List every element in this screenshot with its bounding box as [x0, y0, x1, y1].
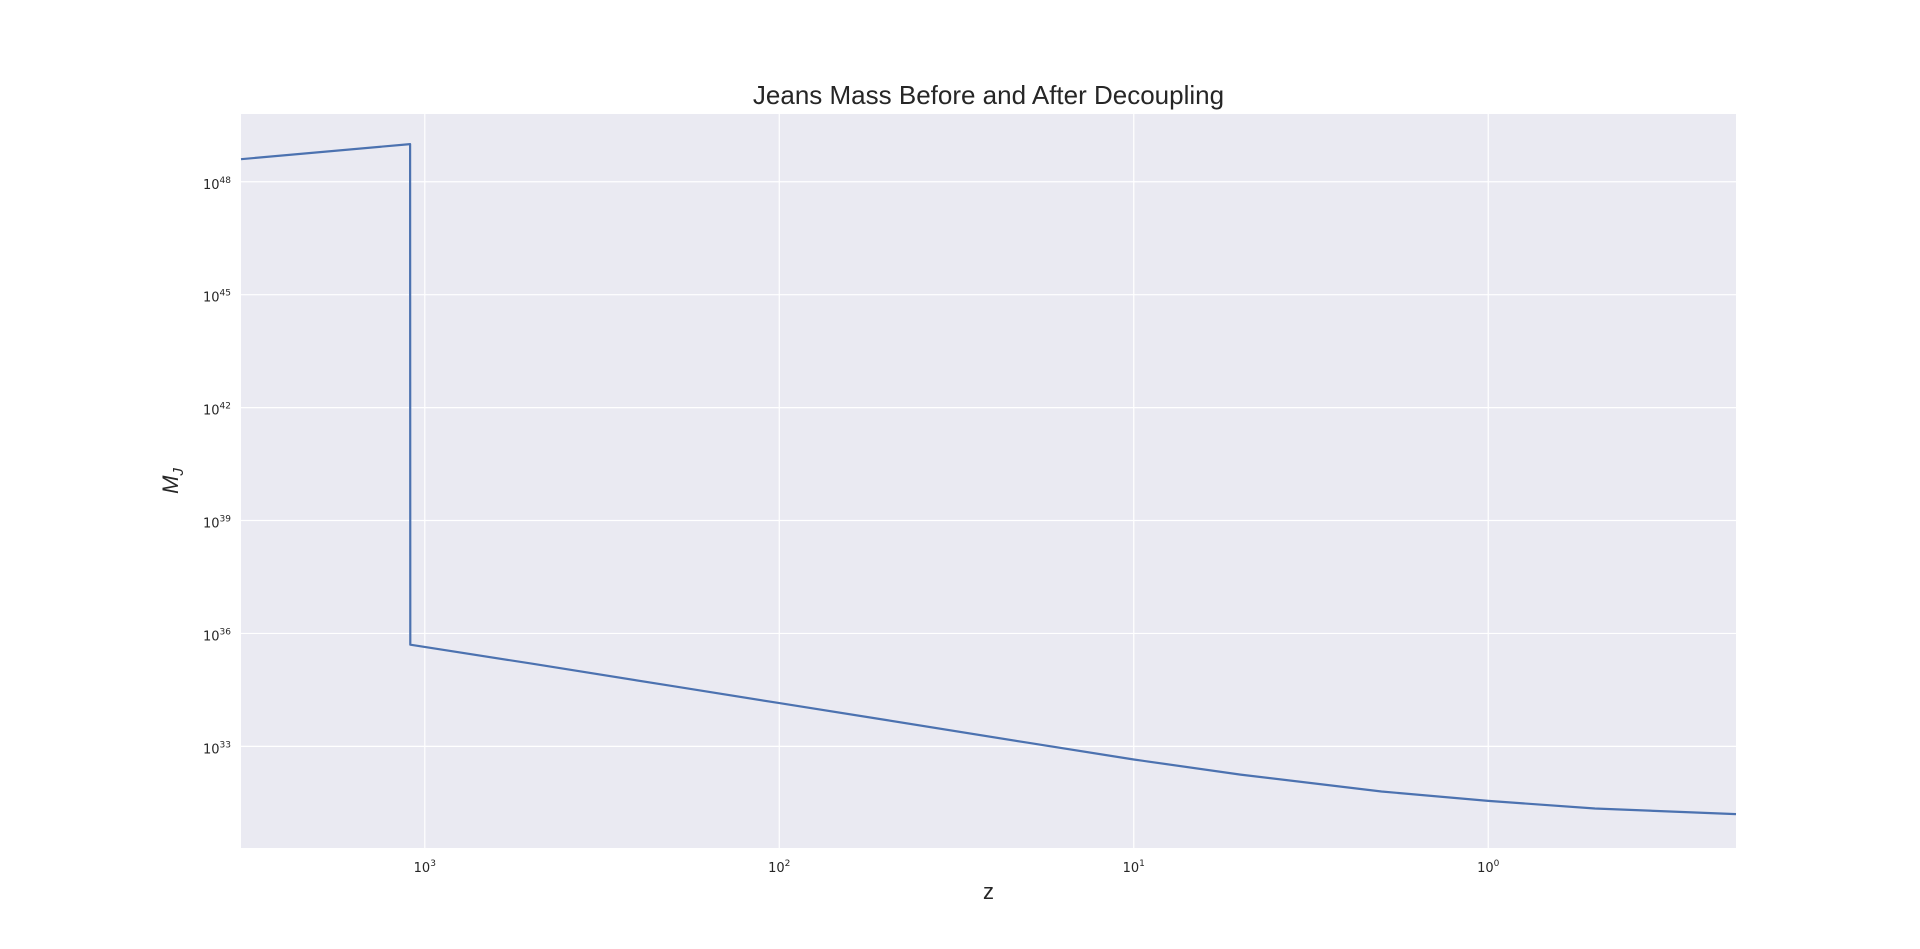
y-tick-label: 1042: [203, 402, 231, 419]
x-tick-exponent: 0: [1494, 859, 1500, 869]
x-tick-label: 103: [414, 859, 436, 876]
x-tick-label: 101: [1123, 859, 1145, 876]
y-tick-exponent: 36: [220, 627, 232, 637]
y-tick-label: 1036: [203, 627, 231, 644]
y-tick-base: 10: [203, 178, 220, 193]
x-tick-base: 10: [768, 861, 785, 876]
x-tick-label: 102: [768, 859, 790, 876]
grid: [241, 114, 1736, 848]
y-axis-label-subscript: J: [170, 468, 187, 477]
y-axis-label: MJ: [158, 468, 187, 494]
y-tick-exponent: 42: [220, 402, 231, 412]
y-tick-base: 10: [203, 517, 220, 532]
x-axis-label: z: [983, 879, 994, 904]
y-axis-label-main: M: [158, 475, 183, 494]
y-tick-base: 10: [203, 291, 220, 306]
x-tick-base: 10: [1477, 861, 1494, 876]
y-tick-label: 1039: [203, 515, 231, 532]
y-tick-label: 1033: [203, 740, 231, 757]
series-line-0: [240, 143, 1737, 816]
y-tick-label: 1048: [203, 176, 231, 193]
y-tick-base: 10: [203, 742, 220, 757]
x-axis-ticks: 103 102 101 100: [414, 859, 1500, 876]
x-tick-base: 10: [414, 861, 431, 876]
x-tick-label: 100: [1477, 859, 1500, 876]
x-tick-exponent: 2: [785, 859, 791, 869]
y-tick-label: 1045: [203, 289, 231, 306]
y-tick-exponent: 33: [220, 740, 231, 750]
y-tick-exponent: 48: [220, 176, 232, 186]
x-tick-exponent: 1: [1139, 859, 1145, 869]
y-tick-exponent: 39: [220, 515, 232, 525]
plot-area: [241, 114, 1736, 848]
y-tick-exponent: 45: [220, 289, 231, 299]
y-tick-base: 10: [203, 629, 220, 644]
chart-title: Jeans Mass Before and After Decoupling: [753, 80, 1224, 110]
series-layer: [240, 143, 1737, 816]
y-tick-base: 10: [203, 404, 220, 419]
x-tick-exponent: 3: [430, 859, 436, 869]
x-tick-base: 10: [1123, 861, 1140, 876]
